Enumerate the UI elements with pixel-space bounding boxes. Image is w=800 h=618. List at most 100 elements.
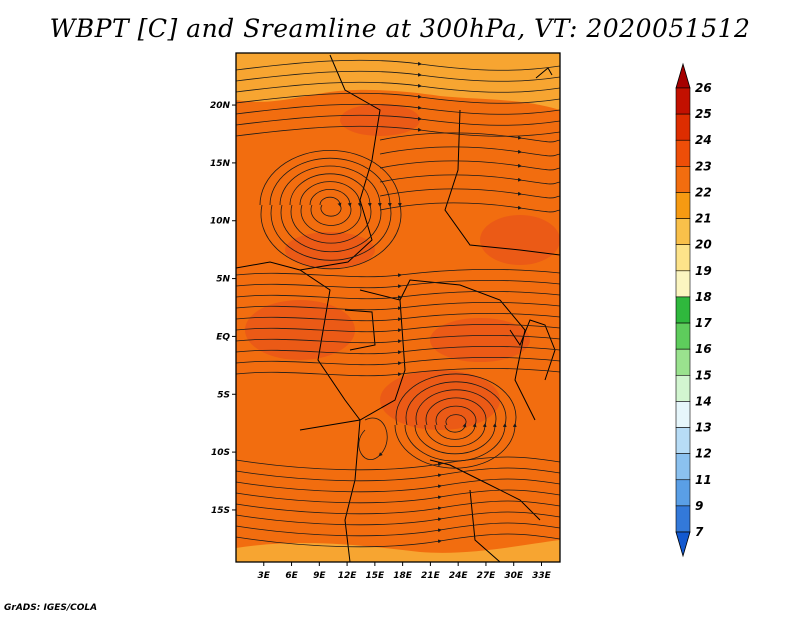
- lon-tick-label: 33E: [532, 571, 552, 581]
- colorbar-label: 23: [695, 159, 712, 173]
- colorbar-label: 20: [695, 238, 712, 252]
- lon-tick-label: 24E: [449, 571, 469, 581]
- colorbar-top-arrow: [675, 62, 691, 89]
- streamline: [394, 373, 517, 469]
- lat-tick-label: 15S: [211, 506, 230, 516]
- colorbar-cell: [675, 374, 691, 402]
- streamline: [358, 417, 388, 461]
- streamline: [299, 181, 362, 235]
- colorbar-cell: [675, 296, 691, 324]
- grads-credit: GrADS: IGES/COLA: [4, 603, 98, 613]
- colorbar-cell: [675, 348, 691, 376]
- colorbar-cell: [675, 113, 691, 141]
- streamline: [236, 268, 560, 278]
- streamline: [309, 189, 352, 226]
- colorbar-cell: [675, 427, 691, 454]
- streamline: [236, 522, 560, 537]
- border-line: [236, 261, 361, 421]
- colorbar-cell: [675, 479, 691, 507]
- colorbar-cell: [675, 453, 691, 481]
- colorbar-label: 22: [695, 185, 712, 199]
- streamline: [236, 489, 560, 504]
- streamline: [236, 70, 560, 82]
- colorbar-label: 15: [695, 368, 712, 382]
- streamline: [236, 511, 560, 526]
- border-line: [299, 299, 406, 431]
- colorbar-label: 13: [695, 421, 712, 435]
- colorbar-label: 19: [695, 264, 712, 278]
- streamline: [236, 81, 560, 93]
- colorbar-label: 17: [695, 316, 712, 330]
- latitude-axis: 20N 15N 10N 5N EQ 5S 10S 15S: [210, 101, 236, 516]
- streamline: [259, 150, 402, 270]
- cool-band-north: [236, 53, 560, 110]
- streamline: [379, 174, 560, 185]
- warm-patch: [285, 232, 375, 268]
- streamline: [279, 165, 382, 253]
- colorbar-label: 14: [695, 394, 712, 408]
- colorbar-bottom-arrow: [675, 531, 691, 558]
- border-line: [344, 419, 361, 562]
- lon-tick-label: 18E: [393, 571, 413, 581]
- colorbar-label: 25: [695, 107, 712, 121]
- lat-tick-label: 5N: [216, 275, 230, 285]
- lat-tick-label: 15N: [210, 159, 231, 169]
- streamline: [236, 312, 560, 322]
- border-line: [344, 309, 376, 351]
- colorbar-cell: [675, 192, 691, 219]
- warm-patch: [245, 300, 355, 360]
- lat-tick-label: 20N: [210, 101, 231, 111]
- streamline: [236, 301, 560, 311]
- streamline: [319, 196, 342, 217]
- colorbar-label: 18: [695, 290, 712, 304]
- warm-patch: [340, 104, 420, 136]
- warm-patch: [480, 215, 560, 265]
- streamline: [236, 456, 560, 471]
- streamline: [236, 500, 560, 515]
- lon-tick-label: 15E: [366, 571, 386, 581]
- streamline: [236, 279, 560, 289]
- lon-tick-label: 6E: [285, 571, 298, 581]
- border-line: [444, 109, 560, 256]
- streamline: [424, 397, 487, 447]
- streamline: [236, 478, 560, 493]
- colorbar-label: 9: [695, 499, 703, 513]
- wbpt-field: [236, 53, 560, 562]
- streamline: [236, 367, 560, 377]
- colorbar-label: 16: [695, 342, 712, 356]
- streamline: [236, 59, 560, 71]
- warm-patch: [380, 370, 500, 430]
- lon-tick-label: 9E: [313, 571, 326, 581]
- streamline: [379, 202, 560, 213]
- streamline: [236, 323, 560, 333]
- lon-tick-label: 30E: [504, 571, 524, 581]
- warm-patch: [430, 318, 530, 362]
- lat-tick-label: 10S: [211, 448, 230, 458]
- lon-tick-label: 3E: [258, 571, 271, 581]
- streamline: [404, 381, 507, 462]
- streamline: [236, 103, 560, 115]
- streamline: [414, 389, 497, 455]
- colorbar-label: 26: [695, 81, 712, 95]
- colorbar-cell: [675, 270, 691, 298]
- map-title: WBPT [C] and Sreamline at 300hPa, VT: 20…: [49, 14, 751, 43]
- map-frame: [235, 52, 561, 563]
- streamline: [379, 160, 560, 171]
- streamline: [236, 533, 560, 548]
- colorbar-cell: [675, 322, 691, 350]
- colorbar-label: 7: [695, 525, 704, 539]
- colorbar-cell: [675, 401, 691, 428]
- border-line: [469, 489, 501, 562]
- colorbar-label: 11: [695, 473, 712, 487]
- lat-tick-label: EQ: [216, 332, 230, 342]
- colorbar-cell: [675, 166, 691, 193]
- streamline: [434, 405, 477, 440]
- colorbar-cell: [675, 505, 691, 533]
- streamline: [379, 188, 560, 199]
- streamline: [236, 345, 560, 355]
- streamline: [236, 114, 560, 126]
- lat-tick-label: 10N: [210, 217, 231, 227]
- streamlines: [236, 59, 560, 548]
- streamline: [379, 146, 560, 157]
